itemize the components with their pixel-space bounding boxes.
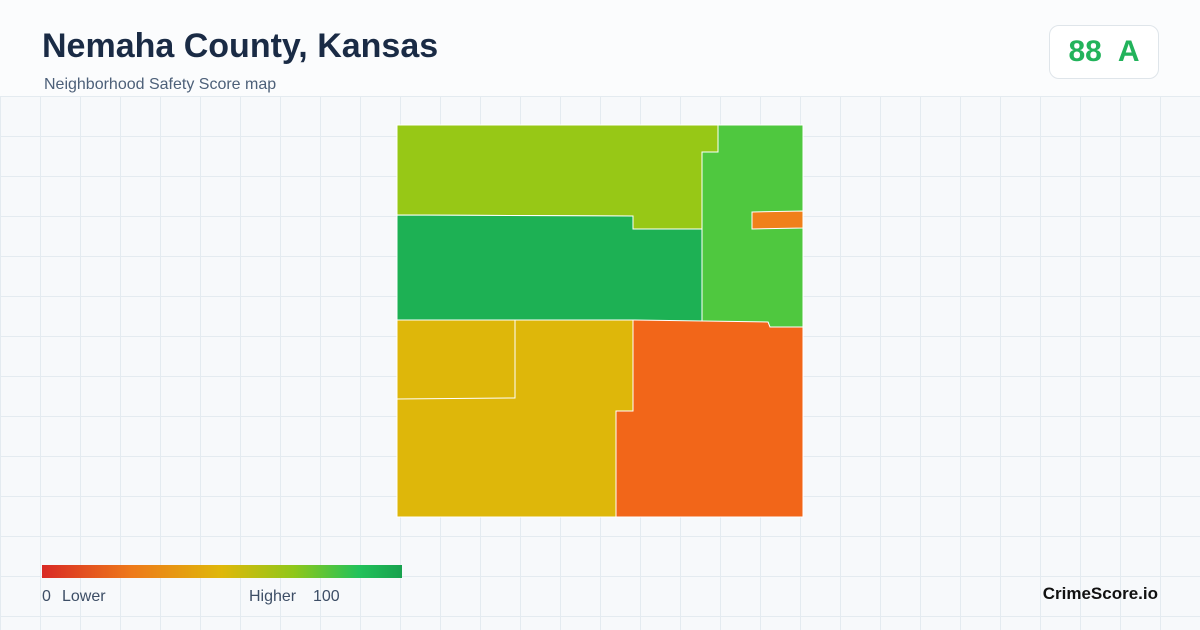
brand: CrimeScore.io — [1042, 584, 1158, 603]
region — [615, 319, 804, 518]
legend-max-label: Higher — [249, 588, 297, 605]
legend-min: 0 — [42, 588, 51, 605]
legend-min-label: Lower — [62, 588, 106, 605]
legend-gradient — [42, 565, 402, 578]
score-badge: 88 A — [1049, 25, 1159, 79]
region — [396, 319, 516, 400]
subtitle: Neighborhood Safety Score map — [44, 76, 277, 93]
region — [751, 210, 804, 230]
score-value: 88 — [1068, 35, 1102, 68]
region — [396, 124, 719, 230]
header — [0, 0, 1200, 96]
score-grade: A — [1117, 35, 1140, 68]
title: Nemaha County, Kansas — [42, 27, 439, 65]
region — [396, 214, 703, 323]
legend-max: 100 — [313, 588, 340, 605]
